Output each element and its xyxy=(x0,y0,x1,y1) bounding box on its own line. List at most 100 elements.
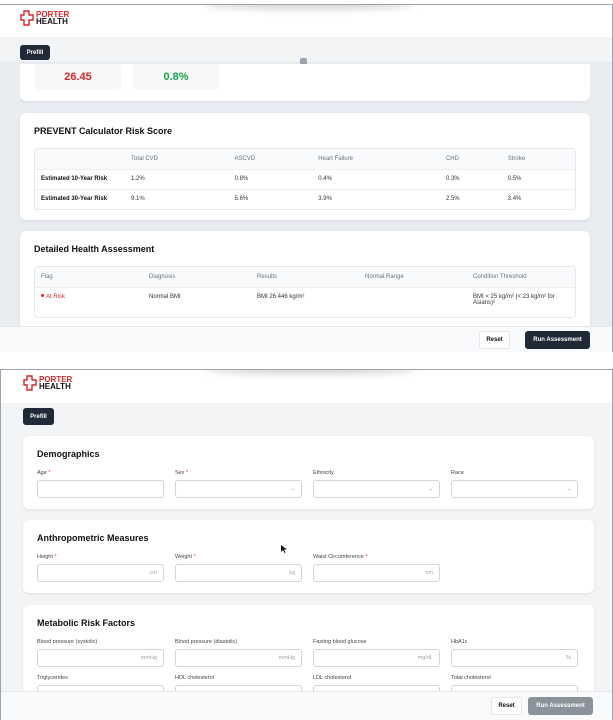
flag-text: At Risk xyxy=(46,293,66,300)
porter-health-logo: PORTER HEALTH xyxy=(20,10,69,26)
assessment-table: Flag Diagnosis Results Normal Range Cond… xyxy=(34,266,576,318)
cell: 3.4% xyxy=(501,188,575,209)
unit-suffix: % xyxy=(566,655,571,661)
demographics-title: Demographics xyxy=(37,449,100,459)
row-header: Estimated 30-Year Risk xyxy=(35,188,125,209)
total-cholesterol-label: Total cholesterol xyxy=(451,675,491,681)
assessment-title: Detailed Health Assessment xyxy=(34,244,155,254)
summary-card: 26.45 0.8% xyxy=(20,64,590,101)
cell: 5.6% xyxy=(228,188,313,209)
systolic-label: Blood pressure (systolic) xyxy=(37,639,98,645)
col-header: ASCVD xyxy=(228,149,313,169)
sex-select[interactable]: ⌄ xyxy=(175,480,302,498)
race-select[interactable]: ⌄ xyxy=(451,480,578,498)
reset-button[interactable]: Reset xyxy=(479,331,510,349)
chevron-down-icon: ⌄ xyxy=(566,486,571,492)
cell: 1.2% xyxy=(125,168,229,189)
drag-handle-icon[interactable] xyxy=(300,58,307,67)
table-header: Flag Diagnosis Results Normal Range Cond… xyxy=(35,267,575,287)
bmi-metric: 26.45 xyxy=(35,64,121,90)
prefill-button[interactable]: Prefill xyxy=(23,408,54,425)
prefill-button[interactable]: Prefill xyxy=(20,45,50,60)
col-header: Normal Range xyxy=(359,267,467,287)
results-screen: PORTER HEALTH Prefill 26.45 0.8% PREVENT … xyxy=(0,4,613,352)
ethnicity-select[interactable]: ⌄ xyxy=(313,480,440,498)
unit-suffix: kg xyxy=(289,570,295,576)
col-header: Heart Failure xyxy=(312,149,440,169)
glucose-input[interactable]: mg/dL xyxy=(313,649,440,667)
anthropometric-card: Anthropometric Measures Height * cm Weig… xyxy=(23,520,594,593)
cell: BMI < 25 kg/m² (< 23 kg/m² for Asians)² xyxy=(467,286,575,317)
cell xyxy=(359,286,467,317)
col-header: Results xyxy=(251,267,359,287)
run-assessment-button[interactable]: Run Assessment xyxy=(528,697,593,715)
race-label: Race xyxy=(451,470,464,476)
height-input[interactable]: cm xyxy=(37,564,164,582)
diastolic-input[interactable]: mmHg xyxy=(175,649,302,667)
glucose-label: Fasting blood glucose xyxy=(313,639,367,645)
cell: BMI 26.446 kg/m² xyxy=(251,286,359,317)
col-header: Condition Threshold xyxy=(467,267,575,287)
app-header: PORTER HEALTH xyxy=(1,370,612,403)
cell: 0.8% xyxy=(228,168,313,189)
run-assessment-button[interactable]: Run Assessment xyxy=(525,331,590,349)
table-row: At Risk Normal BMI BMI 26.446 kg/m² BMI … xyxy=(35,286,575,317)
prevent-card: PREVENT Calculator Risk Score Total CVD … xyxy=(20,113,590,220)
age-label: Age * xyxy=(37,470,51,476)
col-header: Flag xyxy=(35,267,143,287)
risk-metric: 0.8% xyxy=(133,64,219,90)
table-row: Estimated 30-Year Risk 9.1% 5.6% 3.9% 2.… xyxy=(35,188,575,209)
chevron-down-icon: ⌄ xyxy=(290,486,295,492)
cell: 2.5% xyxy=(439,188,502,209)
logo-text-porter: PORTER xyxy=(36,10,70,19)
age-input[interactable] xyxy=(37,480,164,498)
col-header: CHD xyxy=(439,149,502,169)
triglycerides-label: Triglycerides xyxy=(37,675,68,681)
app-header: PORTER HEALTH xyxy=(0,5,612,37)
unit-suffix: cm xyxy=(425,570,433,576)
table-row: Estimated 10-Year Risk 1.2% 0.8% 0.4% 0.… xyxy=(35,168,575,189)
unit-suffix: mg/dL xyxy=(417,655,433,661)
weight-input[interactable]: kg xyxy=(175,564,302,582)
chevron-down-icon: ⌄ xyxy=(428,486,433,492)
waist-label: Waist Circumference * xyxy=(313,554,368,560)
reset-button[interactable]: Reset xyxy=(491,697,522,715)
unit-suffix: mmHg xyxy=(278,655,295,661)
hba1c-label: HbA1c xyxy=(451,639,468,645)
ldl-label: LDL cholesterol xyxy=(313,675,352,681)
mouse-cursor-icon xyxy=(281,545,287,553)
sex-label: Sex * xyxy=(175,470,189,476)
col-header xyxy=(35,149,125,169)
hdl-label: HDL cholesterol xyxy=(175,675,214,681)
logo-text-health: HEALTH xyxy=(39,382,71,391)
action-footer: Reset Run Assessment xyxy=(0,326,612,352)
cell: 9.1% xyxy=(125,188,229,209)
col-header: Total CVD xyxy=(125,149,229,169)
medical-cross-icon xyxy=(23,375,37,391)
cell: 0.5% xyxy=(501,168,575,189)
hba1c-input[interactable]: % xyxy=(451,649,578,667)
status-dot-icon xyxy=(41,294,44,298)
systolic-input[interactable]: mmHg xyxy=(37,649,164,667)
porter-health-logo: PORTER HEALTH xyxy=(23,375,72,391)
flag-cell: At Risk xyxy=(35,286,143,317)
unit-suffix: cm xyxy=(149,570,157,576)
metabolic-card: Metabolic Risk Factors Blood pressure (s… xyxy=(23,605,594,705)
col-header: Diagnosis xyxy=(143,267,251,287)
action-footer: Reset Run Assessment xyxy=(1,691,612,720)
weight-label: Weight * xyxy=(175,554,196,560)
ethnicity-label: Ethnicity xyxy=(313,470,334,476)
waist-input[interactable]: cm xyxy=(313,564,440,582)
logo-text-health: HEALTH xyxy=(36,17,68,26)
height-label: Height * xyxy=(37,554,57,560)
demographics-card: Demographics Age * Sex * ⌄ Ethnicity ⌄ R… xyxy=(23,436,594,509)
form-screen: PORTER HEALTH Prefill Demographics Age * … xyxy=(0,369,613,720)
metabolic-title: Metabolic Risk Factors xyxy=(37,618,136,628)
logo-text-porter: PORTER xyxy=(39,375,73,384)
prevent-title: PREVENT Calculator Risk Score xyxy=(34,126,173,136)
cell: 0.3% xyxy=(439,168,502,189)
prevent-table: Total CVD ASCVD Heart Failure CHD Stroke… xyxy=(34,148,576,210)
cell: 0.4% xyxy=(312,168,440,189)
medical-cross-icon xyxy=(20,10,34,26)
unit-suffix: mmHg xyxy=(140,655,157,661)
